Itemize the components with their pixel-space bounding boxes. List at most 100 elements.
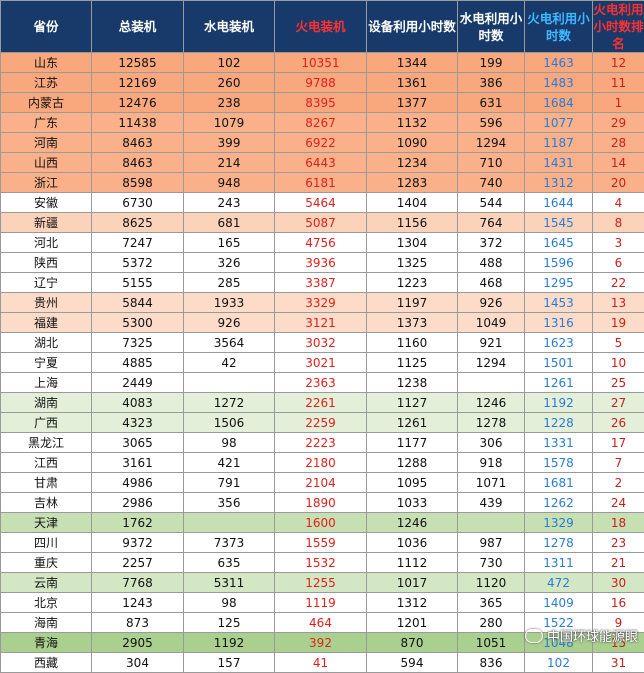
total-capacity-cell: 11438 — [92, 113, 184, 133]
province-cell: 辽宁 — [1, 273, 92, 293]
thermal-hours-cell: 472 — [525, 573, 593, 593]
wechat-icon — [525, 629, 543, 643]
total-capacity-cell: 5372 — [92, 253, 184, 273]
thermal-capacity-cell: 1890 — [275, 493, 367, 513]
thermal-hours-cell: 1295 — [525, 273, 593, 293]
equipment-hours-cell: 1283 — [367, 173, 458, 193]
total-capacity-cell: 1762 — [92, 513, 184, 533]
thermal-hours-cell: 102 — [525, 653, 593, 673]
province-cell: 山东 — [1, 53, 92, 73]
thermal-rank-cell: 13 — [593, 293, 644, 313]
equipment-hours-cell: 1373 — [367, 313, 458, 333]
total-capacity-cell: 4885 — [92, 353, 184, 373]
thermal-capacity-cell: 6443 — [275, 153, 367, 173]
thermal-hours-cell: 1228 — [525, 413, 593, 433]
hydro-capacity-cell: 125 — [184, 613, 275, 633]
header-thermal-hours: 火电利用小时数 — [525, 1, 593, 53]
hydro-capacity-cell: 165 — [184, 233, 275, 253]
hydro-hours-cell: 740 — [458, 173, 525, 193]
total-capacity-cell: 5300 — [92, 313, 184, 333]
hydro-capacity-cell: 356 — [184, 493, 275, 513]
province-cell: 山西 — [1, 153, 92, 173]
thermal-capacity-cell: 2104 — [275, 473, 367, 493]
thermal-hours-cell: 1278 — [525, 533, 593, 553]
hydro-capacity-cell: 285 — [184, 273, 275, 293]
province-cell: 海南 — [1, 613, 92, 633]
equipment-hours-cell: 1288 — [367, 453, 458, 473]
hydro-capacity-cell: 1506 — [184, 413, 275, 433]
total-capacity-cell: 12169 — [92, 73, 184, 93]
hydro-capacity-cell: 421 — [184, 453, 275, 473]
thermal-rank-cell: 24 — [593, 493, 644, 513]
hydro-hours-cell: 199 — [458, 53, 525, 73]
total-capacity-cell: 873 — [92, 613, 184, 633]
equipment-hours-cell: 1197 — [367, 293, 458, 313]
thermal-hours-cell: 1262 — [525, 493, 593, 513]
thermal-rank-cell: 19 — [593, 313, 644, 333]
total-capacity-cell: 8625 — [92, 213, 184, 233]
thermal-rank-cell: 25 — [593, 373, 644, 393]
total-capacity-cell: 12585 — [92, 53, 184, 73]
total-capacity-cell: 9372 — [92, 533, 184, 553]
equipment-hours-cell: 1160 — [367, 333, 458, 353]
total-capacity-cell: 8463 — [92, 153, 184, 173]
thermal-hours-cell: 1501 — [525, 353, 593, 373]
hydro-capacity-cell: 1079 — [184, 113, 275, 133]
thermal-rank-cell: 10 — [593, 353, 644, 373]
equipment-hours-cell: 1325 — [367, 253, 458, 273]
thermal-rank-cell: 11 — [593, 73, 644, 93]
thermal-rank-cell: 5 — [593, 333, 644, 353]
hydro-hours-cell: 306 — [458, 433, 525, 453]
hydro-hours-cell: 386 — [458, 73, 525, 93]
equipment-hours-cell: 1404 — [367, 193, 458, 213]
thermal-rank-cell: 18 — [593, 513, 644, 533]
hydro-hours-cell: 439 — [458, 493, 525, 513]
hydro-capacity-cell: 399 — [184, 133, 275, 153]
equipment-hours-cell: 1036 — [367, 533, 458, 553]
thermal-rank-cell: 7 — [593, 453, 644, 473]
province-cell: 河北 — [1, 233, 92, 253]
equipment-hours-cell: 1095 — [367, 473, 458, 493]
equipment-hours-cell: 1090 — [367, 133, 458, 153]
province-cell: 宁夏 — [1, 353, 92, 373]
hydro-hours-cell: 488 — [458, 253, 525, 273]
equipment-hours-cell: 1177 — [367, 433, 458, 453]
equipment-hours-cell: 1361 — [367, 73, 458, 93]
total-capacity-cell: 2986 — [92, 493, 184, 513]
hydro-capacity-cell: 326 — [184, 253, 275, 273]
thermal-hours-cell: 1192 — [525, 393, 593, 413]
province-cell: 贵州 — [1, 293, 92, 313]
total-capacity-cell: 304 — [92, 653, 184, 673]
thermal-capacity-cell: 1532 — [275, 553, 367, 573]
thermal-rank-cell: 21 — [593, 553, 644, 573]
equipment-hours-cell: 1223 — [367, 273, 458, 293]
total-capacity-cell: 4986 — [92, 473, 184, 493]
province-cell: 天津 — [1, 513, 92, 533]
equipment-hours-cell: 1132 — [367, 113, 458, 133]
hydro-hours-cell: 631 — [458, 93, 525, 113]
total-capacity-cell: 2257 — [92, 553, 184, 573]
thermal-capacity-cell: 5464 — [275, 193, 367, 213]
total-capacity-cell: 8598 — [92, 173, 184, 193]
header-hydro-capacity: 水电装机 — [184, 1, 275, 53]
hydro-capacity-cell — [184, 513, 275, 533]
hydro-hours-cell: 1278 — [458, 413, 525, 433]
thermal-capacity-cell: 6922 — [275, 133, 367, 153]
total-capacity-cell: 7325 — [92, 333, 184, 353]
total-capacity-cell: 1243 — [92, 593, 184, 613]
thermal-hours-cell: 1684 — [525, 93, 593, 113]
thermal-capacity-cell: 392 — [275, 633, 367, 653]
hydro-capacity-cell: 98 — [184, 433, 275, 453]
thermal-capacity-cell: 2363 — [275, 373, 367, 393]
equipment-hours-cell: 870 — [367, 633, 458, 653]
province-cell: 浙江 — [1, 173, 92, 193]
